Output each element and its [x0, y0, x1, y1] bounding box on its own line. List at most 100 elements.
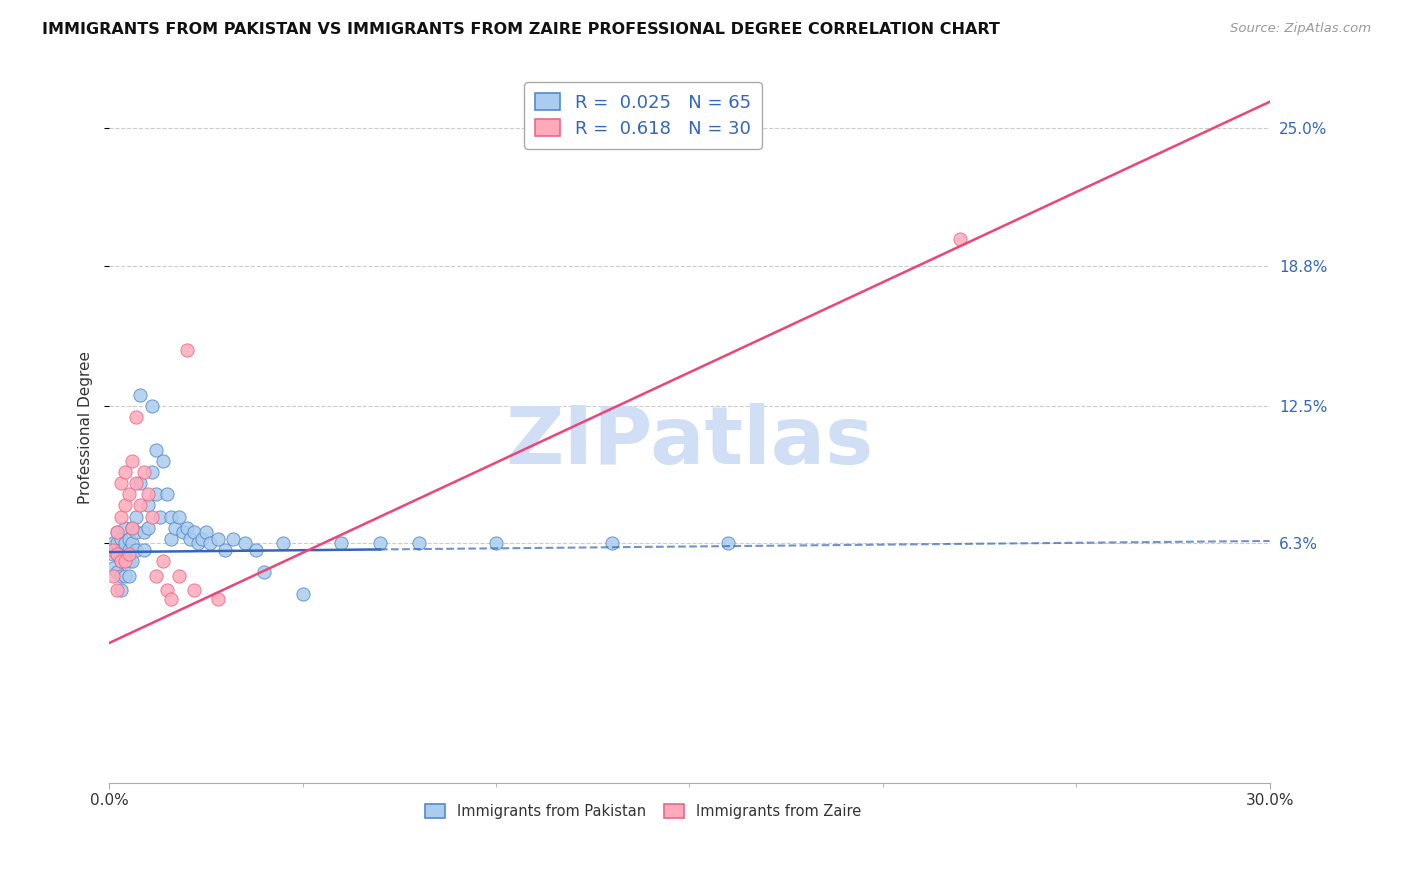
Point — [191, 532, 214, 546]
Point — [156, 582, 179, 597]
Point — [167, 569, 190, 583]
Point — [163, 521, 186, 535]
Point — [114, 499, 136, 513]
Point — [129, 499, 152, 513]
Point — [136, 499, 159, 513]
Point — [141, 399, 163, 413]
Text: IMMIGRANTS FROM PAKISTAN VS IMMIGRANTS FROM ZAIRE PROFESSIONAL DEGREE CORRELATIO: IMMIGRANTS FROM PAKISTAN VS IMMIGRANTS F… — [42, 22, 1000, 37]
Point — [110, 532, 132, 546]
Point — [176, 343, 198, 358]
Point — [207, 591, 229, 606]
Point — [129, 387, 152, 401]
Point — [172, 524, 194, 539]
Point — [110, 542, 132, 557]
Text: ZIPatlas: ZIPatlas — [505, 403, 873, 481]
Point — [167, 509, 190, 524]
Y-axis label: Professional Degree: Professional Degree — [79, 351, 93, 504]
Point — [132, 465, 155, 479]
Point — [136, 487, 159, 501]
Point — [125, 409, 148, 424]
Point — [114, 569, 136, 583]
Point — [253, 565, 276, 579]
Point — [160, 591, 183, 606]
Point — [129, 476, 152, 491]
Point — [160, 532, 183, 546]
Point — [110, 582, 132, 597]
Point — [179, 532, 201, 546]
Point — [368, 536, 391, 550]
Point — [110, 569, 132, 583]
Text: Source: ZipAtlas.com: Source: ZipAtlas.com — [1230, 22, 1371, 36]
Point — [114, 521, 136, 535]
Point — [125, 542, 148, 557]
Legend: Immigrants from Pakistan, Immigrants from Zaire: Immigrants from Pakistan, Immigrants fro… — [419, 798, 868, 825]
Point — [949, 232, 972, 246]
Point — [233, 536, 256, 550]
Point — [121, 454, 143, 468]
Point — [110, 476, 132, 491]
Point — [132, 542, 155, 557]
Point — [117, 569, 139, 583]
Point — [114, 536, 136, 550]
Point — [101, 542, 124, 557]
Point — [183, 582, 205, 597]
Point — [105, 565, 128, 579]
Point — [121, 554, 143, 568]
Point — [141, 465, 163, 479]
Point — [145, 487, 167, 501]
Point — [105, 582, 128, 597]
Point — [717, 536, 740, 550]
Point — [114, 465, 136, 479]
Point — [183, 524, 205, 539]
Point — [600, 536, 623, 550]
Point — [114, 554, 136, 568]
Point — [156, 487, 179, 501]
Point — [198, 536, 221, 550]
Point — [105, 547, 128, 561]
Point — [121, 521, 143, 535]
Point — [110, 509, 132, 524]
Point — [141, 509, 163, 524]
Point — [125, 476, 148, 491]
Point — [101, 560, 124, 574]
Point — [207, 532, 229, 546]
Point — [194, 524, 217, 539]
Point — [330, 536, 353, 550]
Point — [105, 524, 128, 539]
Point — [110, 554, 132, 568]
Point — [101, 569, 124, 583]
Point — [114, 554, 136, 568]
Point — [105, 524, 128, 539]
Point — [222, 532, 245, 546]
Point — [408, 536, 430, 550]
Point — [117, 532, 139, 546]
Point — [101, 536, 124, 550]
Point — [121, 536, 143, 550]
Point — [187, 536, 209, 550]
Point — [105, 536, 128, 550]
Point — [176, 521, 198, 535]
Point — [160, 509, 183, 524]
Point — [117, 542, 139, 557]
Point — [125, 524, 148, 539]
Point — [105, 547, 128, 561]
Point — [145, 443, 167, 458]
Point — [214, 542, 236, 557]
Point — [132, 524, 155, 539]
Point — [101, 547, 124, 561]
Point — [121, 521, 143, 535]
Point — [117, 554, 139, 568]
Point — [145, 569, 167, 583]
Point — [148, 509, 170, 524]
Point — [291, 587, 314, 601]
Point — [152, 554, 174, 568]
Point — [125, 509, 148, 524]
Point — [117, 547, 139, 561]
Point — [117, 487, 139, 501]
Point — [245, 542, 267, 557]
Point — [110, 554, 132, 568]
Point — [485, 536, 508, 550]
Point — [136, 521, 159, 535]
Point — [271, 536, 294, 550]
Point — [152, 454, 174, 468]
